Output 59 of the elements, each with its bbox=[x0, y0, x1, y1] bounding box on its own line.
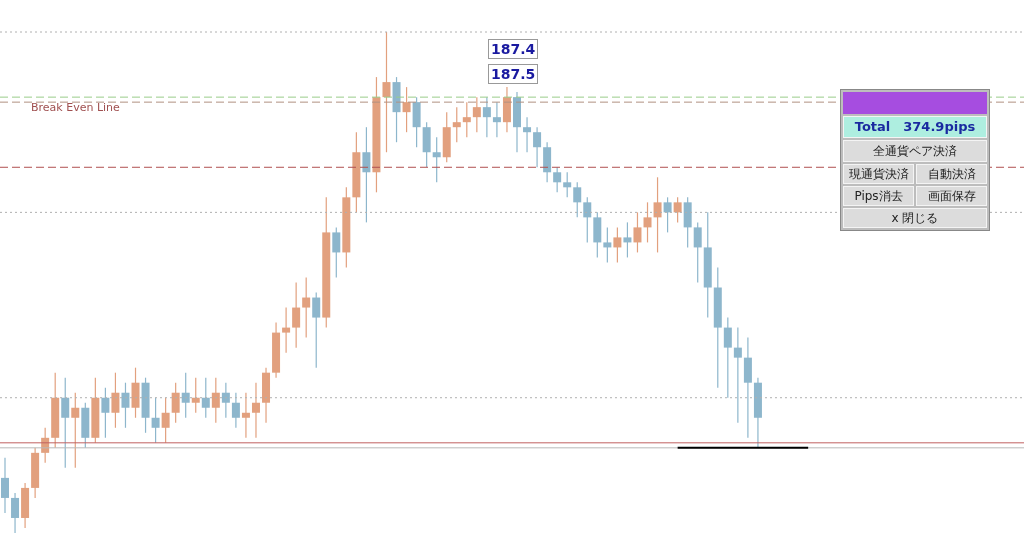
candlestick bbox=[633, 211, 642, 254]
candlestick bbox=[191, 377, 200, 414]
candlestick bbox=[583, 196, 592, 244]
candlestick bbox=[382, 32, 391, 153]
button: 現通貨決済 bbox=[843, 164, 914, 184]
candlestick bbox=[452, 106, 461, 143]
candlestick bbox=[432, 136, 441, 183]
candlestick bbox=[251, 382, 260, 439]
candlestick bbox=[523, 116, 532, 153]
candlestick bbox=[643, 201, 652, 244]
candlestick bbox=[693, 221, 702, 284]
candlestick bbox=[563, 171, 572, 198]
candlestick bbox=[231, 392, 240, 429]
candlestick bbox=[121, 382, 130, 429]
candlestick bbox=[282, 306, 291, 354]
candlestick bbox=[623, 221, 632, 259]
candlestick bbox=[1, 457, 9, 514]
candlestick bbox=[402, 86, 411, 133]
candlestick bbox=[151, 397, 160, 444]
candlestick bbox=[101, 387, 110, 439]
candlestick bbox=[673, 196, 682, 223]
button: 自動決済 bbox=[916, 164, 987, 184]
candlestick bbox=[663, 196, 672, 233]
candlestick bbox=[241, 392, 250, 439]
candlestick bbox=[553, 166, 562, 193]
button: Total 374.9pips bbox=[843, 116, 987, 138]
button: 全通貨ペア決済 bbox=[843, 140, 987, 162]
candlestick bbox=[733, 326, 742, 424]
ref-line-label: Break Even Line bbox=[31, 101, 121, 115]
candlestick bbox=[161, 397, 170, 444]
candlestick bbox=[613, 226, 622, 264]
candlestick bbox=[462, 101, 471, 138]
candlestick bbox=[181, 372, 190, 419]
button: 画面保存 bbox=[916, 186, 987, 206]
candlestick bbox=[201, 377, 210, 419]
candlestick bbox=[332, 226, 341, 279]
candlestick bbox=[61, 377, 70, 469]
candlestick bbox=[603, 226, 612, 264]
candlestick bbox=[723, 316, 732, 399]
candlestick bbox=[533, 126, 542, 168]
candlestick bbox=[482, 96, 491, 138]
candlestick bbox=[11, 492, 20, 533]
candlestick bbox=[362, 126, 371, 223]
candlestick bbox=[653, 176, 662, 254]
candlestick bbox=[492, 101, 501, 138]
candlestick bbox=[221, 382, 230, 419]
candlestick bbox=[472, 96, 481, 133]
candlestick bbox=[211, 377, 220, 424]
annotation: 187.4 bbox=[488, 39, 539, 59]
button: Pips消去 bbox=[843, 186, 914, 206]
candlestick bbox=[171, 382, 180, 424]
candlestick bbox=[292, 281, 301, 349]
candlestick bbox=[71, 392, 80, 469]
annotation: 187.5 bbox=[488, 64, 539, 84]
candlestick bbox=[111, 372, 120, 429]
candlestick bbox=[573, 181, 582, 218]
candlestick bbox=[302, 276, 311, 339]
candlestick bbox=[312, 291, 321, 369]
button: x 閉じる bbox=[843, 208, 987, 228]
